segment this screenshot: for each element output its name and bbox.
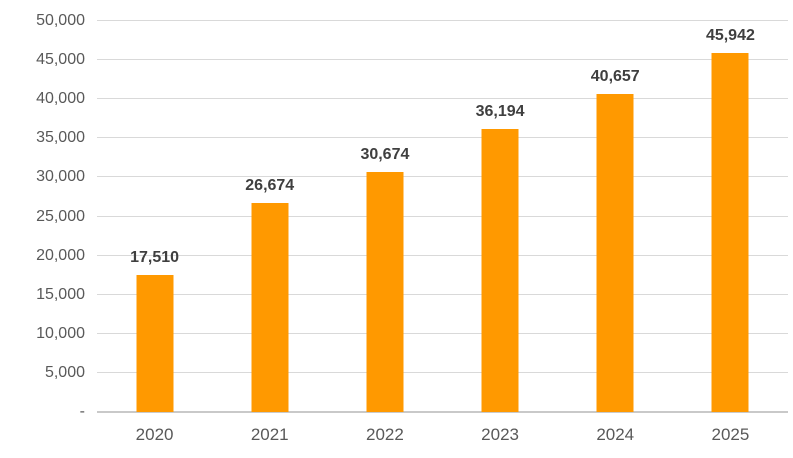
gridline [97, 59, 788, 61]
bar-slot: 30,674 [327, 21, 442, 412]
bar-slot: 26,674 [212, 21, 327, 412]
y-axis-tick-label: - [79, 403, 85, 420]
y-axis-tick-label: 25,000 [36, 207, 85, 225]
bar-slot: 40,657 [558, 21, 673, 412]
bar-slot: 45,942 [673, 21, 788, 412]
bar-2021 [251, 203, 289, 412]
y-axis-tick-label: 40,000 [36, 90, 85, 108]
bar-value-label: 30,674 [360, 146, 410, 164]
x-axis-label-2025: 2025 [711, 425, 750, 444]
bar-2025 [711, 52, 749, 412]
y-axis-tick-label: 45,000 [36, 51, 85, 69]
bar-value-label: 26,674 [245, 177, 295, 195]
y-axis-tick-label: 35,000 [36, 129, 85, 147]
bar-value-label: 36,194 [475, 102, 525, 120]
y-axis-tick-label: 20,000 [36, 246, 85, 264]
bar-2023 [481, 128, 519, 412]
bar-value-label: 17,510 [130, 249, 180, 267]
gridline [97, 332, 788, 334]
x-axis-label-2023: 2023 [481, 425, 519, 444]
bar-slot: 17,510 [97, 21, 212, 412]
bar-value-label: 45,942 [705, 26, 755, 44]
y-axis-tick-label: 15,000 [36, 285, 85, 303]
x-axis-label-2021: 2021 [250, 425, 289, 444]
gridline [97, 98, 788, 100]
bar-slot: 36,194 [443, 21, 558, 412]
gridline [97, 254, 788, 256]
gridline [97, 371, 788, 373]
plot-area: 17,510 26,674 30,674 36,194 40,657 45,942 [97, 20, 788, 413]
bar-2022 [366, 172, 404, 412]
x-axis-label-2020: 2020 [135, 425, 174, 444]
y-axis-tick-label: 10,000 [36, 324, 85, 342]
gridline [97, 137, 788, 139]
x-axis-label-2024: 2024 [596, 425, 635, 444]
x-axis-line [97, 411, 788, 413]
gridline [97, 293, 788, 295]
bar-2020 [136, 275, 174, 412]
gridline [97, 215, 788, 217]
y-axis-tick-label: 30,000 [36, 168, 85, 186]
gridline [97, 176, 788, 178]
y-axis-tick-label: 50,000 [36, 12, 85, 29]
bar-2024 [596, 94, 634, 412]
gridline [97, 20, 788, 21]
x-axis-label-2022: 2022 [365, 425, 404, 444]
y-axis-tick-label: 5,000 [44, 363, 85, 381]
bar-value-label: 40,657 [590, 68, 640, 86]
